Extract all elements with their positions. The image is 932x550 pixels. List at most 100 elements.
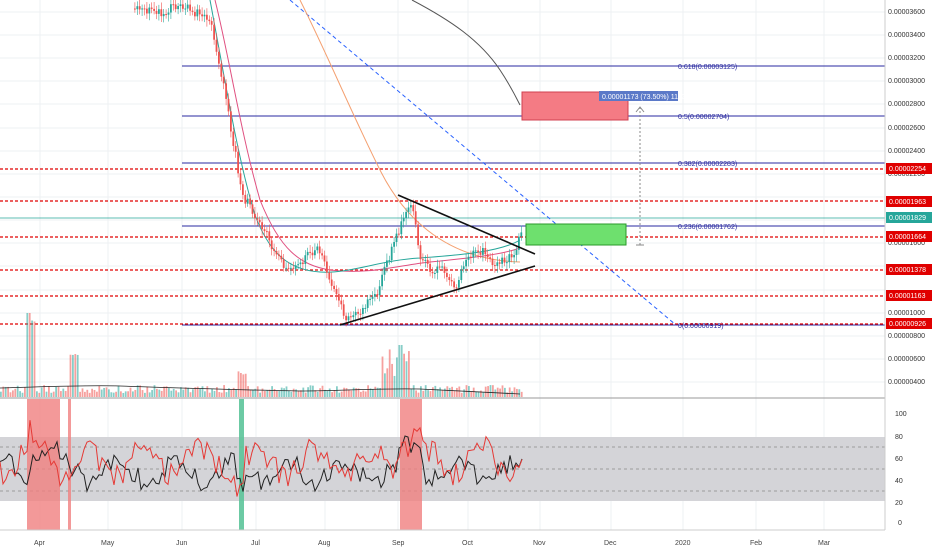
osc-tick: 0	[898, 520, 902, 527]
rsi-highlights	[27, 399, 422, 530]
support-resistance-lines[interactable]	[0, 168, 885, 325]
volume-bar	[470, 391, 473, 397]
volume-bar	[105, 387, 108, 397]
osc-tick: 80	[895, 434, 903, 441]
volume-bar	[278, 390, 281, 397]
volume-bar	[259, 392, 261, 397]
volume-bar	[376, 387, 379, 397]
volume-bar	[134, 389, 137, 397]
svg-text:0.00001829: 0.00001829	[889, 215, 926, 222]
volume-bar	[492, 385, 494, 397]
candle	[234, 145, 237, 152]
candle	[383, 266, 386, 275]
volume-bar	[276, 390, 278, 397]
candle	[462, 266, 465, 270]
candle	[268, 231, 271, 241]
volume-bar	[316, 391, 319, 397]
candle	[155, 10, 158, 14]
candle	[342, 304, 345, 316]
candle	[309, 251, 311, 253]
time-axis[interactable]	[0, 530, 932, 550]
volume-bar	[506, 392, 509, 397]
candle	[465, 259, 467, 267]
price-tick: 0.00002600	[888, 125, 925, 132]
time-label: May	[101, 540, 115, 547]
volume-bar	[192, 389, 194, 397]
price-tick: 0.00003000	[888, 78, 925, 85]
candle	[441, 266, 443, 268]
volume-bar	[177, 392, 180, 397]
volume-bar	[168, 387, 170, 397]
candle	[191, 10, 194, 12]
volume-bar	[297, 390, 300, 397]
volume-bar	[304, 392, 307, 397]
trendline-dashed[interactable]	[289, 0, 677, 326]
candle	[484, 248, 487, 255]
time-label: Jun	[176, 540, 187, 547]
candle	[448, 277, 451, 280]
candle	[263, 229, 266, 232]
volume-bar	[196, 386, 199, 397]
candle	[436, 266, 439, 273]
candle	[400, 221, 403, 235]
volume-bar	[124, 391, 127, 397]
volume-bar	[300, 390, 302, 397]
volume-bar	[148, 392, 151, 397]
price-tag: 0.00002254	[886, 163, 932, 174]
candle	[179, 4, 182, 7]
candle	[326, 261, 328, 273]
candle	[210, 21, 213, 25]
time-label: 2020	[675, 540, 691, 547]
volume-bar	[403, 353, 405, 397]
triangle-pattern[interactable]	[339, 194, 536, 326]
candle	[292, 267, 295, 269]
candle	[294, 265, 297, 269]
candle	[251, 204, 254, 214]
volume-bar	[244, 373, 247, 397]
price-tag: 0.00001664	[886, 231, 932, 242]
candle	[237, 151, 239, 174]
candle	[486, 254, 489, 258]
volume-bar	[388, 349, 391, 397]
volume-bar	[153, 385, 156, 397]
volume-bar	[295, 389, 297, 397]
volume-bar	[410, 388, 413, 397]
candle	[369, 298, 371, 300]
volume-bar	[33, 321, 36, 397]
volume-bar	[170, 390, 173, 397]
volume-bar	[333, 390, 336, 397]
price-tag: 0.00001829	[886, 212, 932, 223]
volume-bar	[326, 390, 329, 397]
candle	[328, 272, 331, 280]
price-tick: 0.00001000	[888, 310, 925, 317]
price-tick: 0.00001600	[888, 240, 925, 247]
time-label: Oct	[462, 540, 473, 547]
volume-bar	[475, 391, 477, 397]
candle	[359, 313, 362, 315]
candle	[470, 256, 472, 258]
volume-bar	[249, 389, 252, 397]
volume-bar	[81, 388, 84, 397]
candle	[460, 269, 463, 281]
volume-bar	[268, 389, 271, 397]
volume-bar	[88, 392, 91, 397]
volume-bar	[187, 387, 189, 397]
candle	[417, 224, 419, 246]
candle	[390, 246, 393, 261]
volume-bar	[96, 391, 98, 397]
candle	[285, 267, 287, 269]
candles	[134, 0, 523, 327]
entry-zone[interactable]	[525, 223, 627, 246]
time-label: Apr	[34, 540, 46, 547]
volume-bar	[448, 387, 451, 397]
volume-bar	[91, 388, 93, 397]
time-label: Sep	[392, 540, 405, 547]
candle	[258, 219, 261, 223]
candle	[182, 4, 184, 9]
candle	[508, 254, 511, 263]
volume-bar	[494, 389, 497, 397]
fib-label: 0.5(0.00002704)	[678, 114, 729, 121]
volume-bar	[429, 391, 432, 397]
volume-bar	[0, 391, 2, 397]
